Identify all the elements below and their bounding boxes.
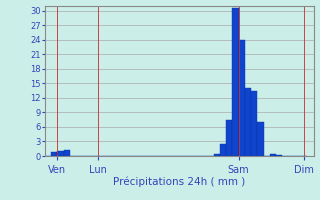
- Bar: [245, 88, 251, 156]
- Bar: [239, 40, 245, 156]
- Bar: [64, 150, 70, 156]
- Bar: [276, 155, 282, 156]
- Bar: [213, 154, 220, 156]
- Bar: [57, 151, 64, 156]
- Bar: [232, 8, 239, 156]
- Bar: [220, 144, 226, 156]
- Bar: [270, 154, 276, 156]
- X-axis label: Précipitations 24h ( mm ): Précipitations 24h ( mm ): [113, 176, 245, 187]
- Bar: [51, 152, 57, 156]
- Bar: [251, 91, 257, 156]
- Bar: [226, 120, 232, 156]
- Bar: [257, 122, 264, 156]
